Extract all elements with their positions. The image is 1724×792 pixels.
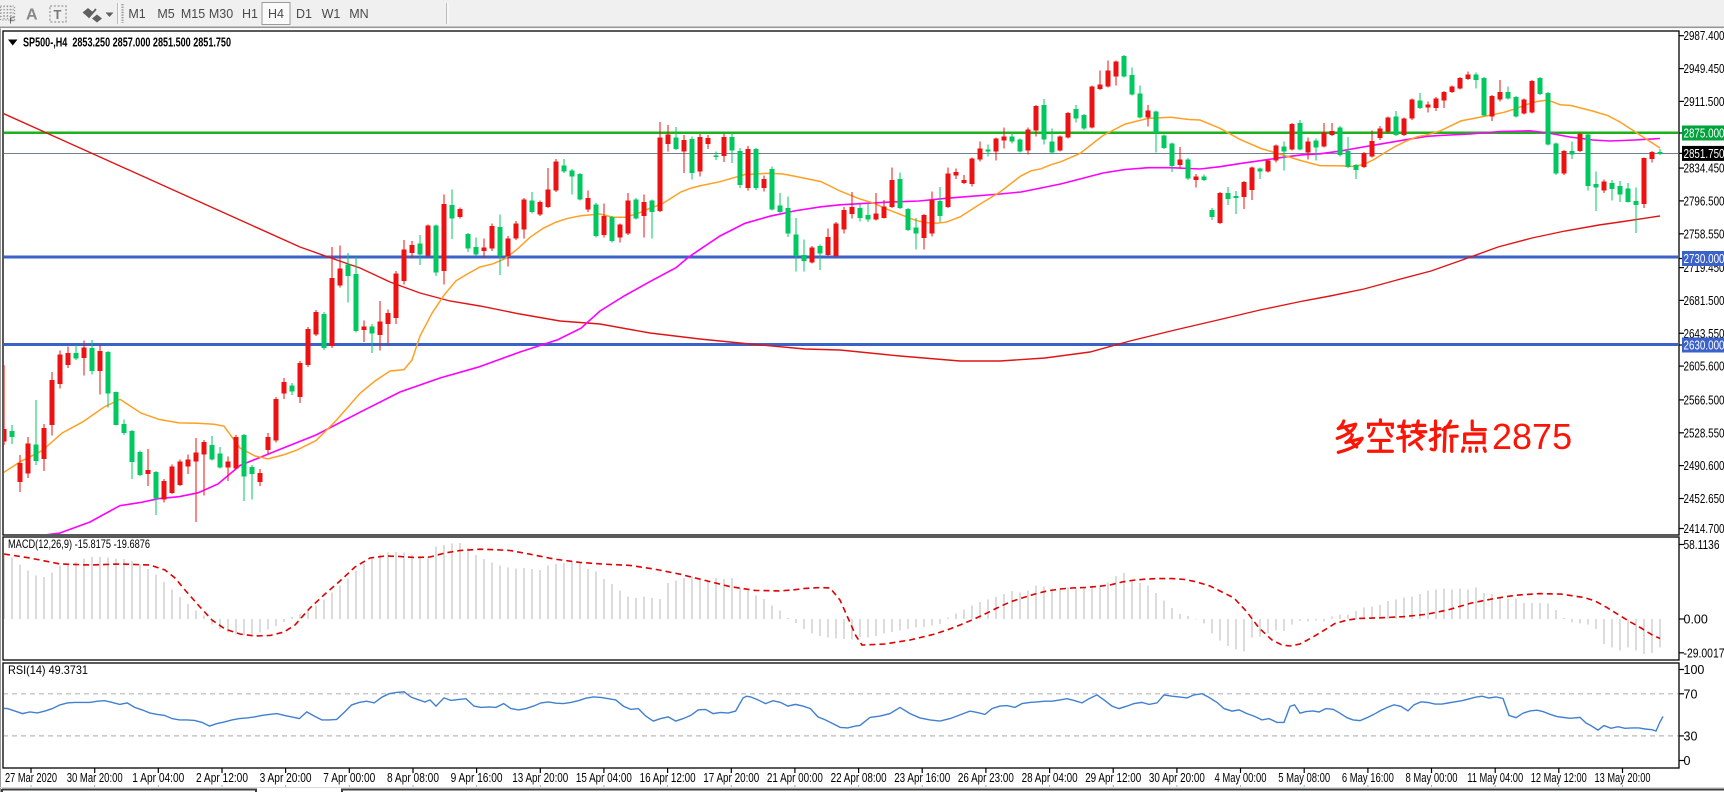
svg-text:16 Apr 12:00: 16 Apr 12:00: [640, 771, 696, 785]
svg-text:2566.500: 2566.500: [1684, 393, 1724, 407]
svg-text:28 Apr 04:00: 28 Apr 04:00: [1022, 771, 1078, 785]
svg-text:T: T: [54, 7, 62, 22]
svg-text:2875.000: 2875.000: [1684, 127, 1724, 141]
svg-text:2987.400: 2987.400: [1684, 29, 1724, 43]
svg-text:17 Apr 20:00: 17 Apr 20:00: [703, 771, 759, 785]
svg-text:23 Apr 16:00: 23 Apr 16:00: [894, 771, 950, 785]
svg-text:M1: M1: [128, 7, 145, 21]
svg-text:2605.600: 2605.600: [1684, 360, 1724, 374]
svg-text:2911.500: 2911.500: [1684, 95, 1724, 109]
svg-text:MN: MN: [349, 7, 368, 21]
svg-text:3 Apr 20:00: 3 Apr 20:00: [260, 771, 312, 785]
svg-text:13 Apr 20:00: 13 Apr 20:00: [512, 771, 568, 785]
svg-text:2834.450: 2834.450: [1684, 162, 1724, 176]
svg-text:2730.000: 2730.000: [1684, 252, 1724, 266]
svg-text:0: 0: [1684, 754, 1691, 768]
svg-text:4 May 00:00: 4 May 00:00: [1215, 771, 1267, 785]
svg-text:22 Apr 08:00: 22 Apr 08:00: [831, 771, 887, 785]
svg-text:H1: H1: [242, 7, 258, 21]
svg-text:30 Mar 20:00: 30 Mar 20:00: [67, 771, 123, 785]
svg-text:5 May 08:00: 5 May 08:00: [1278, 771, 1330, 785]
svg-text:2528.550: 2528.550: [1684, 426, 1724, 440]
svg-text:2630.000: 2630.000: [1684, 339, 1724, 353]
svg-text:6 May 16:00: 6 May 16:00: [1342, 771, 1394, 785]
svg-text:A: A: [26, 7, 38, 24]
svg-text:8 May 00:00: 8 May 00:00: [1406, 771, 1458, 785]
svg-text:D1: D1: [296, 7, 312, 21]
svg-text:11 May 04:00: 11 May 04:00: [1467, 771, 1523, 785]
svg-text:27 Mar 2020: 27 Mar 2020: [5, 771, 57, 785]
svg-text:30 Apr 20:00: 30 Apr 20:00: [1149, 771, 1205, 785]
svg-text:RSI(14) 49.3731: RSI(14) 49.3731: [8, 663, 88, 677]
svg-text:2949.450: 2949.450: [1684, 62, 1724, 76]
svg-text:2681.500: 2681.500: [1684, 294, 1724, 308]
svg-text:9 Apr 16:00: 9 Apr 16:00: [451, 771, 503, 785]
svg-text:F: F: [10, 16, 15, 26]
svg-text:1 Apr 04:00: 1 Apr 04:00: [132, 771, 184, 785]
svg-text:M15: M15: [181, 7, 205, 21]
svg-text:26 Apr 23:00: 26 Apr 23:00: [958, 771, 1014, 785]
svg-text:21 Apr 00:00: 21 Apr 00:00: [767, 771, 823, 785]
svg-text:M30: M30: [209, 7, 233, 21]
svg-text:MACD(12,26,9) -15.8175 -19.687: MACD(12,26,9) -15.8175 -19.6876: [8, 537, 150, 551]
svg-text:W1: W1: [322, 7, 341, 21]
svg-text:2490.600: 2490.600: [1684, 459, 1724, 473]
svg-text:2 Apr 12:00: 2 Apr 12:00: [196, 771, 248, 785]
svg-text:0.00: 0.00: [1684, 613, 1708, 627]
svg-text:58.1136: 58.1136: [1684, 538, 1720, 552]
svg-text:70: 70: [1684, 687, 1698, 701]
svg-text:M5: M5: [157, 7, 174, 21]
svg-text:2452.650: 2452.650: [1684, 492, 1724, 506]
svg-text:2851.750: 2851.750: [1684, 147, 1724, 161]
svg-text:7 Apr 00:00: 7 Apr 00:00: [323, 771, 375, 785]
svg-text:30: 30: [1684, 729, 1698, 743]
svg-text:15 Apr 04:00: 15 Apr 04:00: [576, 771, 632, 785]
svg-text:100: 100: [1684, 663, 1705, 677]
svg-text:2643.550: 2643.550: [1684, 327, 1724, 341]
svg-text:2875: 2875: [1492, 416, 1572, 457]
svg-text:29 Apr 12:00: 29 Apr 12:00: [1085, 771, 1141, 785]
svg-text:13 May 20:00: 13 May 20:00: [1595, 771, 1651, 785]
svg-text:2414.700: 2414.700: [1684, 522, 1724, 536]
svg-text:8 Apr 08:00: 8 Apr 08:00: [387, 771, 439, 785]
svg-text:12 May 12:00: 12 May 12:00: [1531, 771, 1587, 785]
svg-text:2758.550: 2758.550: [1684, 227, 1724, 241]
svg-text:-29.0017: -29.0017: [1684, 646, 1724, 660]
svg-text:2796.500: 2796.500: [1684, 194, 1724, 208]
svg-text:H4: H4: [268, 7, 284, 21]
svg-text:SP500-,H4 2853.250 2857.000 2: SP500-,H4 2853.250 2857.000 2851.500 285…: [23, 36, 231, 50]
